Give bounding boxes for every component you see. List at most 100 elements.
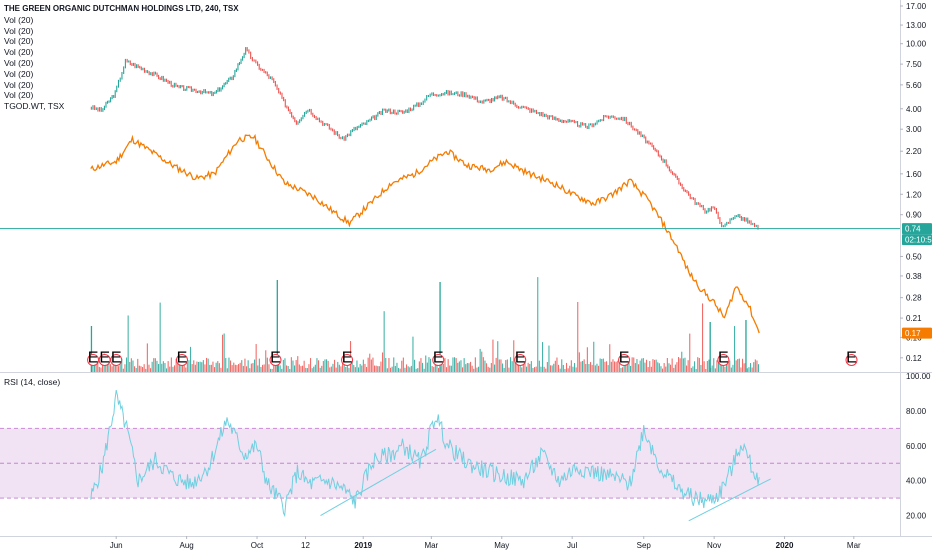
earnings-marker[interactable]: E [717, 350, 730, 367]
volume-bar [242, 365, 244, 372]
price-candle [497, 95, 499, 100]
price-candle [156, 72, 158, 77]
volume-bar [550, 365, 552, 372]
volume-legend-item[interactable]: Vol (20) [4, 14, 34, 25]
rsi-axis-labels[interactable]: 100.00 80.00 60.00 40.00 20.00 [906, 372, 931, 521]
earnings-marker-circle [432, 354, 445, 366]
volume-legend-item[interactable]: Vol (20) [4, 79, 34, 90]
earnings-marker[interactable]: E [110, 350, 123, 367]
price-candle [508, 100, 510, 103]
time-tick-label: Aug [179, 541, 193, 550]
volume-bar [593, 341, 595, 372]
earnings-marker-circle [618, 354, 631, 366]
rsi-label[interactable]: RSI (14, close) [4, 377, 61, 387]
price-candle [180, 85, 182, 89]
earnings-marker[interactable]: E [432, 350, 445, 367]
volume-legend-item[interactable]: Vol (20) [4, 47, 34, 58]
volume-bar [481, 351, 483, 372]
price-candle [295, 120, 297, 125]
volume-bar [407, 366, 409, 372]
chart-legend: THE GREEN ORGANIC DUTCHMAN HOLDINGS LTD,… [4, 4, 239, 112]
volume-bar [90, 326, 93, 372]
price-candle [471, 95, 474, 99]
price-candle [726, 221, 728, 226]
volume-bar [138, 365, 140, 372]
earnings-marker[interactable]: E [175, 350, 188, 367]
price-tick-label: 10.00 [906, 40, 927, 49]
volume-bar [713, 358, 715, 372]
price-candle [548, 115, 550, 120]
price-tick-label: 0.50 [906, 252, 922, 261]
volume-bar [335, 367, 337, 372]
volume-bar [334, 359, 336, 372]
volume-legend-item[interactable]: Vol (20) [4, 68, 34, 79]
volume-bar [606, 361, 608, 372]
price-candle [484, 99, 486, 102]
volume-bar [590, 362, 592, 372]
price-candle [642, 134, 644, 138]
price-candle [308, 108, 311, 112]
earnings-marker[interactable]: E [618, 350, 631, 367]
price-candle [619, 117, 621, 121]
price-candle [124, 58, 126, 69]
time-axis-labels[interactable]: Jun Aug Oct 12 2019 Mar May Jul Sep Nov 2020 Mar [110, 536, 861, 550]
price-candle [588, 123, 590, 130]
volume-bar [183, 364, 185, 372]
volume-bar [758, 364, 760, 372]
volume-bar [330, 366, 332, 372]
earnings-marker[interactable]: E [845, 350, 858, 367]
price-candle [416, 102, 418, 107]
price-candle [189, 86, 191, 89]
earnings-marker[interactable]: E [269, 350, 282, 367]
earnings-marker[interactable]: E [98, 350, 111, 367]
volume-bar [276, 280, 278, 372]
compare-line [90, 133, 760, 334]
volume-bar [452, 357, 454, 372]
price-tick-label: 4.00 [906, 105, 922, 114]
volume-bar [113, 364, 115, 372]
price-candle [402, 110, 404, 114]
price-candle [176, 84, 179, 88]
price-candle [467, 94, 469, 98]
earnings-marker[interactable]: E [514, 350, 527, 367]
volume-bar [318, 360, 320, 372]
price-candle [391, 111, 393, 115]
volume-bar [222, 334, 224, 372]
price-candle [614, 116, 616, 120]
compare-symbol-label[interactable]: TGOD.WT, TSX [4, 101, 65, 112]
earnings-marker[interactable]: E [87, 350, 100, 367]
volume-bar [518, 361, 520, 372]
volume-bar [654, 359, 656, 372]
price-axis-labels[interactable]: 17.00 13.00 10.00 7.50 5.60 4.00 3.00 2.20 1.60 1… [900, 2, 927, 363]
volume-bar [252, 363, 254, 372]
volume-bar [310, 358, 312, 372]
price-candle [143, 67, 146, 73]
volume-bar [383, 311, 385, 372]
volume-legend-item[interactable]: Vol (20) [4, 36, 34, 47]
price-candle [172, 84, 174, 88]
price-candle [419, 102, 421, 107]
price-candle [193, 88, 196, 91]
volume-legend-item[interactable]: Vol (20) [4, 90, 34, 101]
price-candle [478, 100, 480, 104]
earnings-marker[interactable]: E [341, 350, 354, 367]
price-candle [509, 100, 511, 105]
price-candle [558, 118, 560, 122]
volume-bar [230, 360, 232, 372]
volume-bar [399, 368, 401, 372]
price-candle [755, 224, 757, 228]
price-candle [603, 114, 605, 122]
price-candle [625, 116, 627, 124]
volume-legend-item[interactable]: Vol (20) [4, 57, 34, 68]
axes [0, 0, 932, 537]
price-candle [624, 116, 626, 122]
volume-legend-item[interactable]: Vol (20) [4, 25, 34, 36]
price-candle [753, 222, 756, 228]
volume-bar [564, 368, 566, 372]
price-candle [399, 109, 401, 113]
volume-bar [442, 363, 444, 372]
volume-bar [431, 366, 433, 372]
symbol-title[interactable]: THE GREEN ORGANIC DUTCHMAN HOLDINGS LTD,… [4, 4, 239, 13]
